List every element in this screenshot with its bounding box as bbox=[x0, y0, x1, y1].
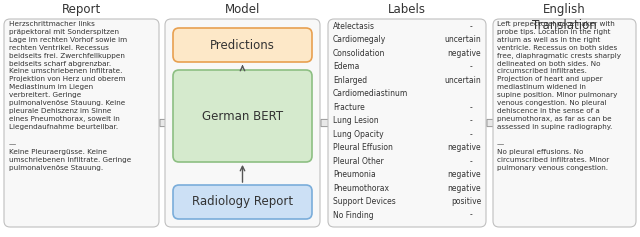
Text: Report: Report bbox=[62, 3, 101, 16]
Text: Herzschrittmacher links
präpektoral mit Sonderspitzen
Lage im rechten Vorhof sow: Herzschrittmacher links präpektoral mit … bbox=[9, 21, 127, 130]
Text: -: - bbox=[470, 130, 472, 139]
Text: Pneumonia: Pneumonia bbox=[333, 170, 376, 179]
FancyBboxPatch shape bbox=[328, 19, 486, 227]
FancyBboxPatch shape bbox=[173, 28, 312, 62]
FancyBboxPatch shape bbox=[173, 185, 312, 219]
Text: No Finding: No Finding bbox=[333, 210, 374, 219]
Text: —: — bbox=[497, 141, 504, 147]
Text: Pleural Other: Pleural Other bbox=[333, 157, 384, 166]
Text: negative: negative bbox=[447, 184, 481, 193]
Text: negative: negative bbox=[447, 49, 481, 58]
Text: Radiology Report: Radiology Report bbox=[192, 196, 293, 209]
Text: Predictions: Predictions bbox=[210, 38, 275, 51]
Text: Enlarged: Enlarged bbox=[333, 76, 367, 85]
Text: -: - bbox=[470, 103, 472, 112]
Text: German BERT: German BERT bbox=[202, 109, 283, 123]
Text: -: - bbox=[470, 157, 472, 166]
Text: Support Devices: Support Devices bbox=[333, 197, 396, 206]
Text: -: - bbox=[470, 116, 472, 125]
Text: uncertain: uncertain bbox=[444, 76, 481, 85]
Text: -: - bbox=[470, 22, 472, 31]
Text: Lung Opacity: Lung Opacity bbox=[333, 130, 383, 139]
FancyBboxPatch shape bbox=[493, 19, 636, 227]
Text: positive: positive bbox=[451, 197, 481, 206]
FancyBboxPatch shape bbox=[4, 19, 159, 227]
Text: Pleural Effusion: Pleural Effusion bbox=[333, 143, 393, 152]
Polygon shape bbox=[487, 115, 507, 131]
FancyBboxPatch shape bbox=[173, 70, 312, 162]
Text: Cardiomegaly: Cardiomegaly bbox=[333, 36, 387, 45]
Text: negative: negative bbox=[447, 170, 481, 179]
Text: —: — bbox=[9, 141, 16, 147]
Text: Fracture: Fracture bbox=[333, 103, 365, 112]
Text: Lung Lesion: Lung Lesion bbox=[333, 116, 379, 125]
Text: Keine Pleuraergüsse. Keine
umschriebenen Infiltrate. Geringe
pulmonalvenöse Stau: Keine Pleuraergüsse. Keine umschriebenen… bbox=[9, 149, 131, 171]
Text: -: - bbox=[470, 62, 472, 71]
Text: No pleural effusions. No
circumscribed infiltrates. Minor
pulmonary venous conge: No pleural effusions. No circumscribed i… bbox=[497, 149, 609, 171]
FancyBboxPatch shape bbox=[165, 19, 320, 227]
Text: uncertain: uncertain bbox=[444, 36, 481, 45]
Text: Cardiomediastinum: Cardiomediastinum bbox=[333, 89, 408, 98]
Text: Labels: Labels bbox=[388, 3, 426, 16]
Text: Edema: Edema bbox=[333, 62, 360, 71]
Text: -: - bbox=[470, 210, 472, 219]
Text: English
Translation: English Translation bbox=[532, 3, 597, 32]
Polygon shape bbox=[321, 115, 341, 131]
Text: Consolidation: Consolidation bbox=[333, 49, 385, 58]
Text: Left prepectoral pacemaker with
probe tips. Location in the right
atrium as well: Left prepectoral pacemaker with probe ti… bbox=[497, 21, 621, 130]
Polygon shape bbox=[160, 115, 180, 131]
Text: Atelectasis: Atelectasis bbox=[333, 22, 375, 31]
Text: negative: negative bbox=[447, 143, 481, 152]
Text: Pneumothorax: Pneumothorax bbox=[333, 184, 389, 193]
Text: Model: Model bbox=[225, 3, 260, 16]
